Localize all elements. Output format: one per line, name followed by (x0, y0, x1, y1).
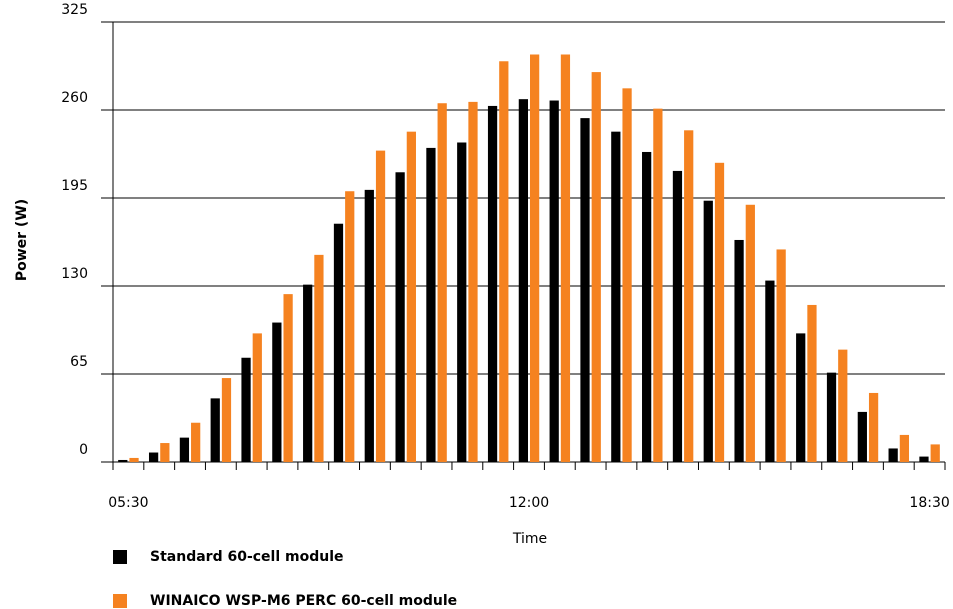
bar (499, 61, 509, 463)
bar (684, 130, 694, 463)
bar (734, 239, 744, 462)
bar (591, 72, 601, 462)
y-tick-label: 65 (70, 354, 88, 370)
legend-swatch (113, 550, 127, 564)
bar (560, 54, 571, 462)
bar (345, 191, 355, 462)
bar (221, 378, 232, 462)
y-tick-label: 325 (61, 2, 88, 18)
bar (642, 151, 652, 462)
bar (888, 448, 898, 462)
bar (838, 349, 848, 462)
bar (919, 456, 929, 462)
bar (129, 457, 139, 462)
bar (160, 443, 170, 462)
bar (826, 372, 837, 462)
bar (303, 284, 313, 462)
bar (375, 150, 386, 462)
y-tick-label: 0 (79, 442, 88, 458)
bar (179, 437, 190, 462)
bar (437, 103, 447, 462)
bar (457, 142, 467, 462)
bar (672, 170, 683, 462)
bar (406, 131, 416, 462)
bar (191, 422, 201, 462)
bar (395, 172, 405, 462)
legend-label: WINAICO WSP-M6 PERC 60-cell module (150, 593, 457, 609)
bar (899, 434, 910, 462)
bar (611, 131, 621, 462)
bar (283, 294, 293, 462)
bar (148, 452, 159, 462)
bar (930, 444, 940, 462)
bar (745, 204, 755, 462)
bar (468, 101, 478, 462)
bar (703, 200, 713, 462)
x-tick-label: 12:00 (509, 495, 549, 511)
bar (622, 88, 632, 462)
bar (580, 118, 590, 462)
bar (714, 162, 725, 463)
bar (333, 223, 344, 462)
bar (868, 392, 879, 462)
bar (857, 411, 867, 462)
bar (796, 333, 806, 462)
bar (653, 108, 663, 463)
bar (487, 105, 498, 462)
bar (118, 459, 128, 462)
bar (210, 398, 220, 462)
bar (314, 254, 324, 462)
y-tick-label: 260 (61, 90, 88, 106)
bar (776, 249, 786, 462)
y-tick-label: 195 (61, 178, 88, 194)
bar (426, 147, 436, 462)
legend-label: Standard 60-cell module (150, 549, 344, 565)
x-tick-label: 18:30 (909, 495, 949, 511)
bar (364, 189, 374, 462)
legend-swatch (113, 594, 127, 608)
bar (272, 322, 282, 462)
bar (241, 357, 251, 462)
bar (549, 100, 559, 463)
y-axis-label: Power (W) (14, 199, 30, 281)
bar (252, 333, 262, 462)
bar (530, 54, 540, 462)
bar (518, 99, 528, 463)
x-axis-label: Time (512, 531, 547, 547)
y-tick-label: 130 (61, 266, 88, 282)
x-tick-label: 05:30 (108, 495, 148, 511)
bar (765, 280, 775, 462)
bar (807, 304, 817, 462)
